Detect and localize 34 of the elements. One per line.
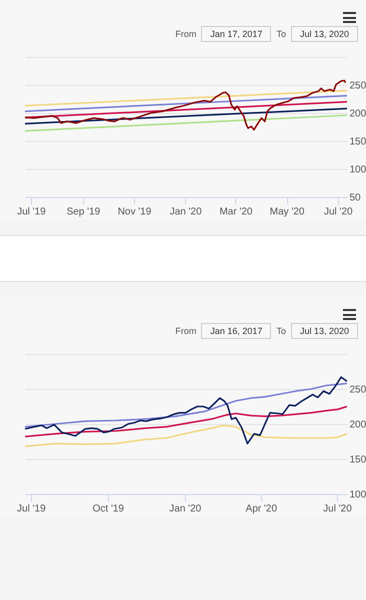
text: Jan 16, 2017 [201, 323, 272, 339]
text: Jul 13, 2020 [290, 26, 358, 42]
line-series [25, 376, 347, 444]
x-tick-label: Sep '19 [66, 206, 101, 218]
y-tick-label: 150 [350, 136, 366, 148]
y-tick-label: 100 [350, 164, 366, 176]
x-tick-label: Nov '19 [118, 206, 152, 218]
text: From [175, 29, 196, 39]
x-tick-label: Oct '19 [92, 504, 124, 514]
line-series [25, 424, 347, 448]
text: From [175, 326, 196, 336]
line-series [25, 80, 346, 131]
text: Jan 17, 2017 [201, 26, 272, 42]
y-tick-label: 200 [350, 108, 366, 120]
x-tick-label: Jan '20 [170, 206, 202, 218]
y-tick-label: 50 [350, 192, 362, 204]
y-tick-label: 250 [350, 80, 366, 92]
x-tick-label: Jul '19 [17, 504, 46, 514]
x-tick-label: Mar '20 [219, 206, 253, 218]
text: To [276, 29, 286, 39]
text: To [276, 326, 286, 336]
x-tick-label: Jul '20 [323, 504, 352, 514]
line-series [25, 382, 347, 428]
y-tick-label: 150 [350, 454, 366, 466]
text: Jul 13, 2020 [290, 323, 358, 339]
x-tick-label: Jan '20 [169, 504, 202, 514]
x-tick-label: Jul '19 [17, 206, 46, 218]
line-series [25, 406, 347, 438]
x-tick-label: Jul '20 [324, 206, 354, 218]
y-tick-label: 100 [350, 490, 366, 500]
x-tick-label: Apr '20 [246, 504, 278, 514]
y-tick-label: 250 [350, 384, 366, 396]
y-tick-label: 200 [350, 420, 366, 430]
x-tick-label: May '20 [270, 206, 305, 218]
